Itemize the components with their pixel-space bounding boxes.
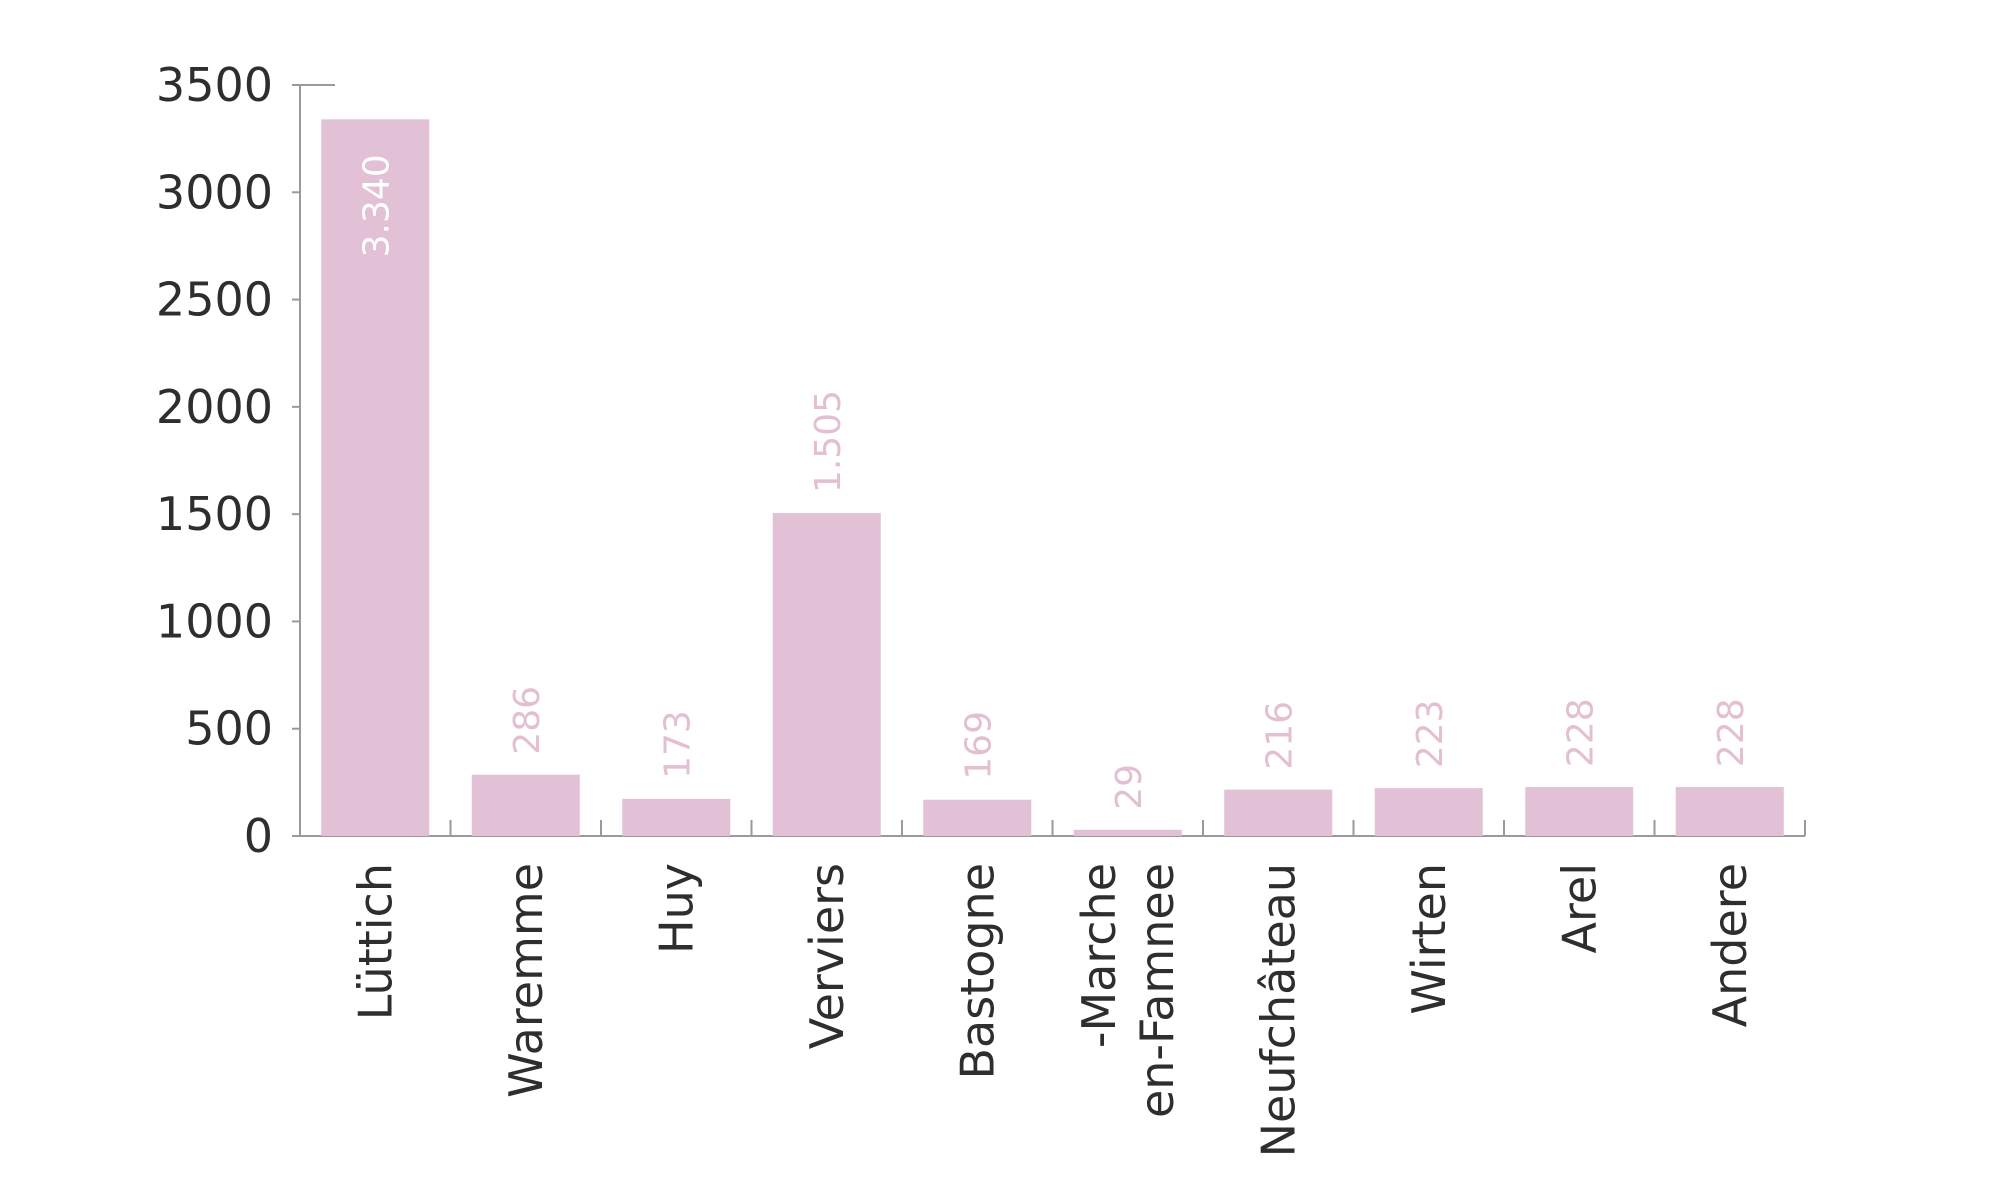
- bar-value-label: 216: [1259, 701, 1300, 770]
- bar-value-label: 1.505: [808, 390, 849, 493]
- bar: [1675, 787, 1784, 836]
- x-category-label-line: Waremme: [499, 863, 553, 1098]
- x-category-label: -Marche en-Famnee: [1072, 863, 1184, 1118]
- x-category-label-line: Neufchâteau: [1251, 863, 1305, 1157]
- bar: [1224, 789, 1333, 836]
- bar-value-label: 228: [1711, 698, 1752, 767]
- value-labels: 3.340 286 173 1.505 169 29 216 223 228 228: [356, 154, 1752, 809]
- y-tick-label: 1500: [156, 487, 273, 541]
- bar: [1073, 829, 1182, 836]
- bar-value-label: 173: [657, 710, 698, 779]
- bar: [923, 799, 1032, 836]
- x-category-label: Neufchâteau: [1251, 863, 1305, 1157]
- bar-value-label: 3.340: [356, 154, 397, 257]
- bar: [321, 119, 430, 837]
- x-category-label: Verviers: [800, 863, 854, 1049]
- bar-value-label: 169: [958, 711, 999, 780]
- bar: [772, 513, 881, 836]
- bar-value-label: 228: [1560, 698, 1601, 767]
- x-category-label: Wirten: [1402, 863, 1456, 1015]
- bars: [321, 119, 1784, 837]
- x-category-label: Arel: [1552, 863, 1606, 953]
- bar: [1374, 788, 1483, 836]
- x-category-label-line: Verviers: [800, 863, 854, 1049]
- y-tick-label: 3500: [156, 58, 273, 112]
- x-category-label: Lüttich: [348, 863, 402, 1020]
- x-category-label-line: Bastogne: [950, 863, 1004, 1080]
- y-tick-label: 1000: [156, 594, 273, 648]
- bar: [471, 774, 580, 836]
- bar: [1525, 787, 1634, 836]
- bar-value-label: 29: [1109, 764, 1150, 810]
- category-labels: Lüttich Waremme Huy Verviers Bastogne -Marche…: [348, 863, 1757, 1157]
- bar: [622, 798, 731, 836]
- bar-value-label: 223: [1410, 699, 1451, 768]
- bar-value-label: 286: [507, 686, 548, 755]
- x-category-label: Bastogne: [950, 863, 1004, 1080]
- y-tick-label: 2500: [156, 273, 273, 327]
- x-category-label: Huy: [649, 863, 703, 954]
- y-tick-label: 2000: [156, 380, 273, 434]
- x-category-label-line: Andere: [1703, 863, 1757, 1027]
- x-category-label-line: Arel: [1552, 863, 1606, 953]
- y-tick-label: 3000: [156, 165, 273, 219]
- y-tick-label: 500: [185, 702, 273, 756]
- y-axis: 0 500 1000 1500 2000 2500 3000 3500: [156, 58, 335, 863]
- x-category-label-line: Wirten: [1402, 863, 1456, 1015]
- y-tick-label: 0: [244, 809, 273, 863]
- x-category-label-line: en-Famnee: [1130, 863, 1184, 1118]
- x-category-label-line: Huy: [649, 863, 703, 954]
- x-category-label: Waremme: [499, 863, 553, 1098]
- x-category-label: Andere: [1703, 863, 1757, 1027]
- x-category-label-line: Lüttich: [348, 863, 402, 1020]
- x-category-label-line: -Marche: [1072, 863, 1126, 1048]
